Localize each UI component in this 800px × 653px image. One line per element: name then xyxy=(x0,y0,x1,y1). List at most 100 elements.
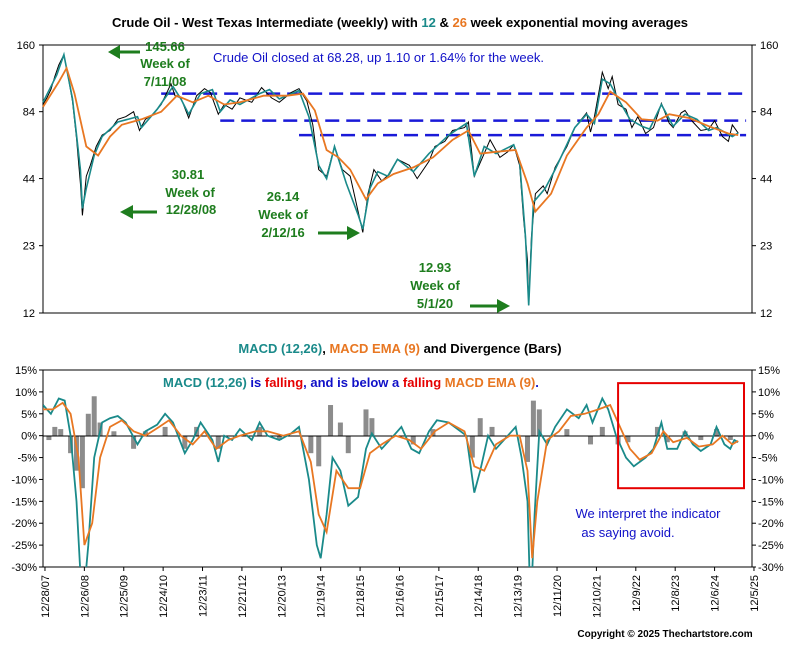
y-tick-label-left: 84 xyxy=(23,107,35,119)
y-tick-label-right: -25% xyxy=(758,540,784,552)
divergence-bar xyxy=(345,435,351,454)
x-tick-label: 12/6/24 xyxy=(710,575,722,612)
arrow-peak-icon xyxy=(108,45,140,59)
annotation-low-2016: 26.14 Week of 2/12/16 xyxy=(258,189,308,240)
divergence-bar xyxy=(564,429,570,436)
divergence-bar xyxy=(588,435,594,445)
divergence-bar xyxy=(131,435,137,449)
divergence-bar xyxy=(85,413,91,436)
y-tick-label-left: -10% xyxy=(11,474,37,486)
arrow-low-2020-icon xyxy=(470,299,510,313)
divergence-bar xyxy=(328,405,334,436)
x-tick-label: 12/11/20 xyxy=(552,575,564,617)
x-axis: 12/28/07 12/26/08 12/25/09 12/24/10 12/23/11… xyxy=(40,567,761,618)
x-tick-label: 12/10/21 xyxy=(591,575,603,618)
y-tick-label-left: -15% xyxy=(11,496,37,508)
x-tick-label: 12/8/23 xyxy=(670,575,682,612)
divergence-bar xyxy=(73,435,79,471)
interpretation-line-1: We interpret the indicator xyxy=(576,506,722,521)
title-26-label: 26 xyxy=(452,15,466,30)
divergence-bar xyxy=(536,409,542,436)
annotation-low-2008-week: Week of xyxy=(165,185,215,200)
x-tick-label: 12/9/22 xyxy=(631,575,643,612)
annotation-low-2008-date: 12/28/08 xyxy=(166,202,217,217)
annotation-peak-date: 7/11/08 xyxy=(144,74,187,89)
macd-line xyxy=(43,396,739,567)
highlight-box xyxy=(617,382,745,490)
y-tick-label-left: -5% xyxy=(17,453,37,465)
annotation-peak-value: 145.66 xyxy=(145,39,185,54)
x-tick-label: 12/15/17 xyxy=(434,575,446,618)
x-tick-label: 12/13/19 xyxy=(513,575,525,618)
divergence-bar xyxy=(664,435,670,443)
divergence-bar xyxy=(46,435,52,441)
bottom-y-axis: 15% 15% 10% 10% 5% 5% 0% 0% -5% -5% -10% -10% -15% -1… xyxy=(11,365,784,574)
divergence-bar xyxy=(316,435,322,467)
divergence-bar xyxy=(599,426,605,436)
y-tick-label-right: 10% xyxy=(758,387,780,399)
divergence-bar xyxy=(111,431,117,436)
arrow-low-2016-icon xyxy=(318,226,360,240)
y-tick-label-left: -20% xyxy=(11,518,37,530)
annotation-low-2020-week: Week of xyxy=(410,278,460,293)
divergence-bar xyxy=(410,435,416,445)
annotation-low-2008: 30.81 Week of 12/28/08 xyxy=(165,167,216,217)
bottom-chart-title: MACD (12,26), MACD EMA (9) and Divergenc… xyxy=(238,341,561,356)
macd-ema-line xyxy=(43,401,739,559)
divergence-bar xyxy=(58,429,64,436)
annotation-peak-week: Week of xyxy=(140,56,190,71)
x-tick-label: 12/5/25 xyxy=(749,575,761,612)
annotation-low-2020-value: 12.93 xyxy=(419,260,452,275)
divergence-bar xyxy=(682,431,688,436)
divergence-bar xyxy=(52,426,58,436)
x-tick-label: 12/18/15 xyxy=(355,575,367,618)
macd-series xyxy=(43,396,739,567)
y-tick-label-right: -30% xyxy=(758,562,784,574)
divergence-bar xyxy=(524,435,530,462)
y-tick-label-left: 15% xyxy=(15,365,37,377)
copyright: Copyright © 2025 Thechartstore.com xyxy=(577,629,752,640)
x-tick-label: 12/25/09 xyxy=(119,575,131,618)
y-tick-label-left: -25% xyxy=(11,540,37,552)
divergence-bar xyxy=(698,435,704,441)
annotation-low-2008-value: 30.81 xyxy=(172,167,205,182)
closing-note: Crude Oil closed at 68.28, up 1.10 or 1.… xyxy=(213,50,544,65)
ema-26-line xyxy=(42,65,739,214)
divergence-bar xyxy=(469,435,475,458)
divergence-bar xyxy=(308,435,314,454)
x-tick-label: 12/16/16 xyxy=(394,575,406,618)
annotation-arrows xyxy=(108,45,510,313)
annotation-low-2020: 12.93 Week of 5/1/20 xyxy=(410,260,460,311)
y-tick-label-right: -5% xyxy=(758,453,778,465)
divergence-bar xyxy=(91,396,97,436)
y-tick-label-left: 10% xyxy=(15,387,37,399)
top-y-axis: 12 12 23 23 44 44 84 84 160 160 xyxy=(17,40,779,320)
y-tick-label-left: 12 xyxy=(23,308,35,320)
top-chart-title: Crude Oil - West Texas Intermediate (wee… xyxy=(112,15,688,30)
x-tick-label: 12/28/07 xyxy=(40,575,52,618)
y-tick-label-right: 0% xyxy=(758,431,774,443)
price-series xyxy=(42,51,739,306)
x-tick-label: 12/24/10 xyxy=(158,575,170,618)
divergence-bar xyxy=(654,426,660,436)
divergence-bar xyxy=(727,435,733,441)
divergence-bar xyxy=(477,418,483,436)
y-tick-label-left: -30% xyxy=(11,562,37,574)
arrow-low-2008-icon xyxy=(120,205,157,219)
annotation-low-2020-date: 5/1/20 xyxy=(417,296,453,311)
bottom-plot-frame xyxy=(42,369,753,568)
annotation-low-2016-date: 2/12/16 xyxy=(261,225,304,240)
y-tick-label-left: 44 xyxy=(23,174,35,186)
divergence-bar xyxy=(369,418,375,436)
y-tick-label-right: 5% xyxy=(758,409,774,421)
y-tick-label-left: 23 xyxy=(23,241,35,253)
divergence-bar xyxy=(489,426,495,436)
divergence-bar xyxy=(714,429,720,436)
interpretation-line-2: as saying avoid. xyxy=(581,525,674,540)
divergence-bar xyxy=(142,431,148,436)
y-tick-label-right: -20% xyxy=(758,518,784,530)
y-tick-label-right: 23 xyxy=(760,241,772,253)
divergence-bar xyxy=(162,426,168,436)
